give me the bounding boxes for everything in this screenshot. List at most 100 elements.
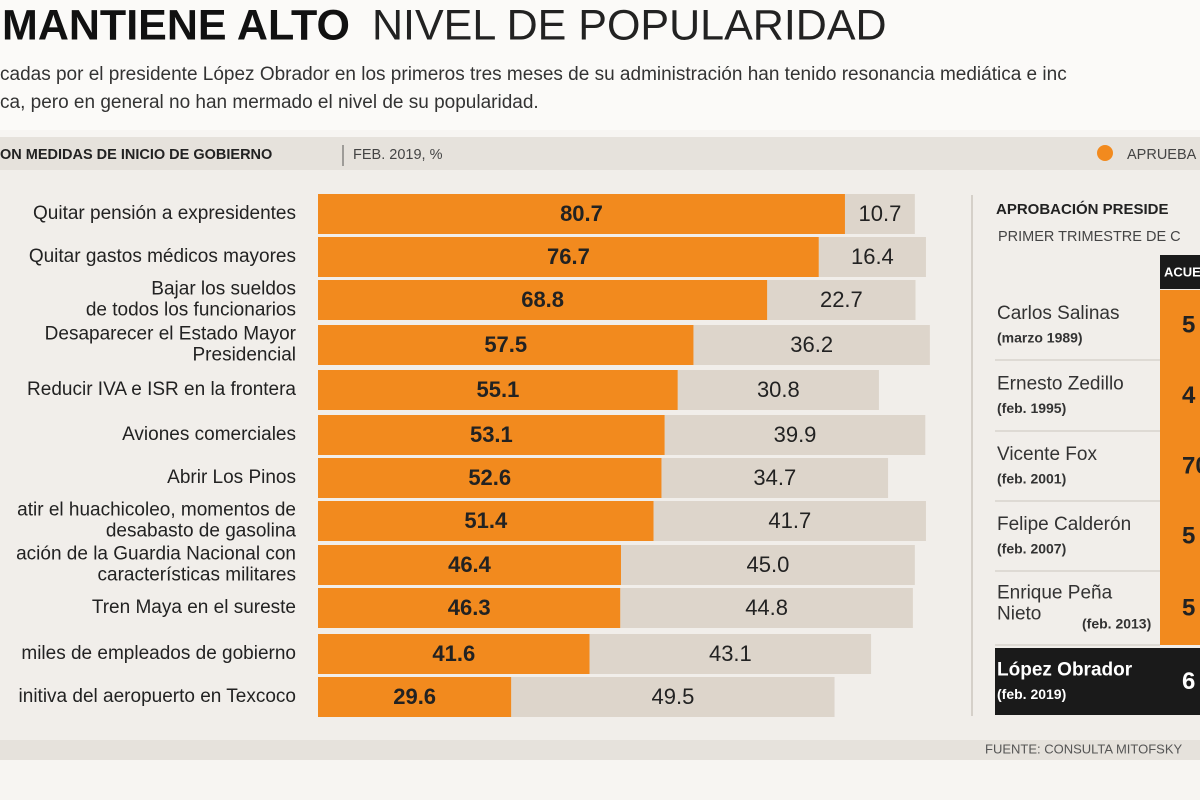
president-name: Vicente Fox bbox=[997, 444, 1097, 465]
president-date: (feb. 2007) bbox=[997, 541, 1066, 557]
value-label: 68.8 bbox=[521, 287, 564, 312]
president-name: Ernesto Zedillo bbox=[997, 374, 1124, 395]
bar-segment bbox=[318, 458, 662, 498]
category-label: Desaparecer el Estado Mayor Presidencial bbox=[45, 324, 297, 366]
category-label: atir el huachicoleo, momentos de desabast… bbox=[17, 500, 296, 542]
bar-segment bbox=[767, 280, 916, 320]
legend-label: APRUEBA bbox=[1127, 147, 1197, 163]
bar-segment bbox=[318, 501, 654, 541]
value-label: 53.1 bbox=[470, 422, 513, 447]
table-subtitle: PRIMER TRIMESTRE DE C bbox=[998, 229, 1181, 245]
president-date: (feb. 2001) bbox=[997, 471, 1066, 487]
bar-segment bbox=[318, 325, 694, 365]
legend-swatch bbox=[1097, 145, 1113, 161]
source: FUENTE: CONSULTA MITOFSKY bbox=[985, 741, 1183, 756]
category-label: initiva del aeropuerto en Texcoco bbox=[19, 686, 296, 707]
title-bold: MANTIENE ALTO bbox=[2, 1, 350, 49]
table-cell-bg bbox=[1160, 501, 1200, 571]
value-label: 51.4 bbox=[464, 508, 508, 533]
bar-segment bbox=[318, 588, 621, 628]
president-date: (feb. 2019) bbox=[997, 686, 1066, 702]
bar-segment bbox=[318, 370, 678, 410]
category-label: Aviones comerciales bbox=[122, 424, 296, 445]
president-date: (feb. 1995) bbox=[997, 400, 1066, 416]
bar-segment bbox=[844, 194, 915, 234]
table-cell-bg bbox=[1160, 290, 1200, 360]
bar-segment bbox=[620, 588, 913, 628]
value-label: 80.7 bbox=[560, 201, 603, 226]
category-label: Quitar pensión a expresidentes bbox=[33, 203, 296, 224]
bar-segment bbox=[693, 325, 930, 365]
category-label: Tren Maya en el sureste bbox=[92, 597, 296, 618]
bar-segment bbox=[677, 370, 879, 410]
president-name: López Obrador bbox=[997, 660, 1133, 681]
section-band bbox=[0, 137, 1200, 170]
value-label: 36.2 bbox=[790, 332, 833, 357]
category-label: Abrir Los Pinos bbox=[167, 467, 296, 488]
president-name: Enrique Peña Nieto bbox=[997, 583, 1113, 625]
footer-band bbox=[0, 740, 1200, 760]
bar-segment bbox=[818, 237, 926, 277]
bar-segment bbox=[664, 415, 926, 455]
bar-segment bbox=[318, 634, 590, 674]
bar-segment bbox=[318, 237, 819, 277]
bar-segment bbox=[318, 545, 621, 585]
president-date: (marzo 1989) bbox=[997, 330, 1083, 346]
value-label: 57.5 bbox=[484, 332, 527, 357]
value-label: 41.7 bbox=[768, 508, 811, 533]
value-label: 52.6 bbox=[468, 465, 511, 490]
value-label: 16.4 bbox=[851, 244, 894, 269]
table-title: APROBACIÓN PRESIDE bbox=[996, 200, 1169, 218]
subtitle-line: ca, pero en general no han mermado el ni… bbox=[0, 92, 539, 113]
value-label: 46.4 bbox=[448, 552, 492, 577]
value-label: 46.3 bbox=[448, 595, 491, 620]
president-date: (feb. 2013) bbox=[1082, 616, 1151, 632]
value-label: 34.7 bbox=[753, 465, 796, 490]
value-label: 45.0 bbox=[747, 552, 790, 577]
value-label: 39.9 bbox=[774, 422, 817, 447]
approval-value: 5 bbox=[1182, 594, 1195, 621]
bar-segment bbox=[620, 545, 915, 585]
value-label: 41.6 bbox=[432, 641, 475, 666]
table-header-bg bbox=[1160, 255, 1200, 289]
bar-segment bbox=[318, 194, 845, 234]
chart-title: ON MEDIDAS DE INICIO DE GOBIERNO bbox=[0, 147, 272, 163]
bar-segment bbox=[661, 458, 889, 498]
approval-value: 70 bbox=[1182, 452, 1200, 479]
president-name: Carlos Salinas bbox=[997, 303, 1120, 324]
bar-segment bbox=[318, 677, 512, 717]
president-name: Felipe Calderón bbox=[997, 514, 1131, 535]
table-cell-bg bbox=[1160, 571, 1200, 645]
value-label: 29.6 bbox=[393, 684, 436, 709]
category-label: Bajar los sueldos de todos los funcionari… bbox=[86, 279, 296, 321]
header-bg bbox=[0, 0, 1200, 130]
table-cell-bg bbox=[1160, 431, 1200, 501]
approval-value: 6 bbox=[1182, 668, 1195, 695]
table-cell-bg bbox=[1160, 360, 1200, 431]
approval-value: 5 bbox=[1182, 522, 1195, 549]
value-label: 49.5 bbox=[651, 684, 694, 709]
approval-value: 4 bbox=[1182, 382, 1196, 409]
title-light: NIVEL DE POPULARIDAD bbox=[372, 1, 887, 49]
value-label: 10.7 bbox=[858, 201, 901, 226]
value-label: 22.7 bbox=[820, 287, 863, 312]
value-label: 76.7 bbox=[547, 244, 590, 269]
bar-segment bbox=[318, 415, 665, 455]
approval-value: 5 bbox=[1182, 311, 1195, 338]
bar-segment bbox=[511, 677, 835, 717]
value-label: 55.1 bbox=[476, 377, 519, 402]
category-label: miles de empleados de gobierno bbox=[21, 643, 296, 664]
value-label: 44.8 bbox=[745, 595, 788, 620]
category-label: Reducir IVA e ISR en la frontera bbox=[27, 379, 296, 400]
value-label: 30.8 bbox=[757, 377, 800, 402]
value-label: 43.1 bbox=[709, 641, 752, 666]
category-label: ación de la Guardia Nacional con caracter… bbox=[16, 544, 296, 586]
chart-subtitle: FEB. 2019, % bbox=[353, 147, 443, 163]
bar-segment bbox=[318, 280, 768, 320]
bar-segment bbox=[589, 634, 872, 674]
bar-segment bbox=[653, 501, 926, 541]
table-header: ACUE bbox=[1164, 264, 1200, 279]
table-row-bg bbox=[995, 648, 1200, 715]
